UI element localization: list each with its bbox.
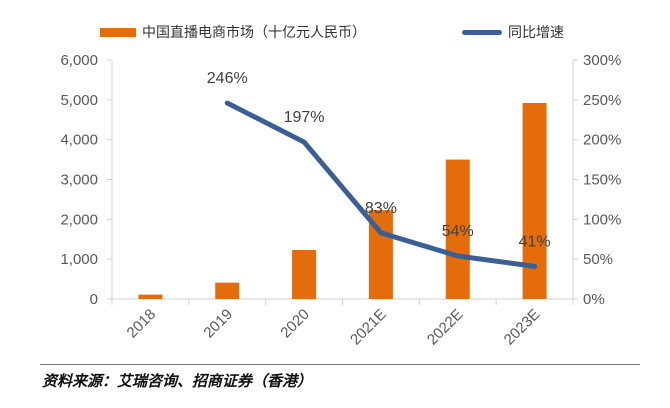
legend-item-growth: 同比增速 xyxy=(462,22,564,42)
right-tick-label: 300% xyxy=(583,52,621,69)
x-tick-label: 2018 xyxy=(124,306,160,342)
plot-area: 0 1,000 2,000 3,000 4,000 5,000 6,000 0% 50% 100%… xyxy=(60,52,621,349)
left-tick-label: 4,000 xyxy=(60,132,98,149)
legend-item-market: 中国直播电商市场（十亿元人民币） xyxy=(100,22,366,42)
source-note: 资料来源：艾瑞咨询、招商证券（香港） xyxy=(42,373,313,390)
left-tick-label: 0 xyxy=(90,291,98,308)
growth-data-label: 41% xyxy=(519,233,551,250)
right-tick-label: 50% xyxy=(583,251,613,268)
growth-point-2022E xyxy=(455,253,460,258)
bar-2018 xyxy=(138,294,163,299)
growth-data-label: 83% xyxy=(365,200,397,217)
divider xyxy=(40,364,640,365)
growth-point-2019 xyxy=(225,101,230,106)
bar-2022E xyxy=(445,159,470,299)
right-tick-label: 0% xyxy=(583,291,605,308)
legend-label-market: 中国直播电商市场（十亿元人民币） xyxy=(142,24,366,40)
left-tick-label: 3,000 xyxy=(60,172,98,189)
x-tick-label: 2021E xyxy=(347,306,390,349)
x-tick-label: 2019 xyxy=(200,306,236,342)
legend: 中国直播电商市场（十亿元人民币） 同比增速 xyxy=(0,22,670,42)
growth-point-2020 xyxy=(302,140,307,145)
growth-point-2021E xyxy=(378,230,383,235)
x-tick-label: 2020 xyxy=(277,306,313,342)
x-tick-label: 2022E xyxy=(424,306,467,349)
growth-data-label: 246% xyxy=(207,70,248,87)
right-tick-label: 250% xyxy=(583,92,621,109)
right-tick-label: 150% xyxy=(583,172,621,189)
growth-data-label: 197% xyxy=(284,109,325,126)
bar-2019 xyxy=(215,282,240,299)
left-tick-label: 6,000 xyxy=(60,52,98,69)
bar-2023E xyxy=(522,103,547,300)
x-tick-label: 2023E xyxy=(501,306,544,349)
legend-swatch-bar xyxy=(100,27,136,37)
bar-2020 xyxy=(292,250,317,299)
right-tick-label: 100% xyxy=(583,211,621,228)
left-tick-label: 5,000 xyxy=(60,92,98,109)
growth-data-label: 54% xyxy=(442,223,474,240)
left-tick-label: 1,000 xyxy=(60,251,98,268)
right-tick-label: 200% xyxy=(583,132,621,149)
growth-point-2023E xyxy=(532,264,537,269)
left-tick-label: 2,000 xyxy=(60,211,98,228)
legend-swatch-line xyxy=(462,29,502,35)
legend-label-growth: 同比增速 xyxy=(508,24,564,40)
